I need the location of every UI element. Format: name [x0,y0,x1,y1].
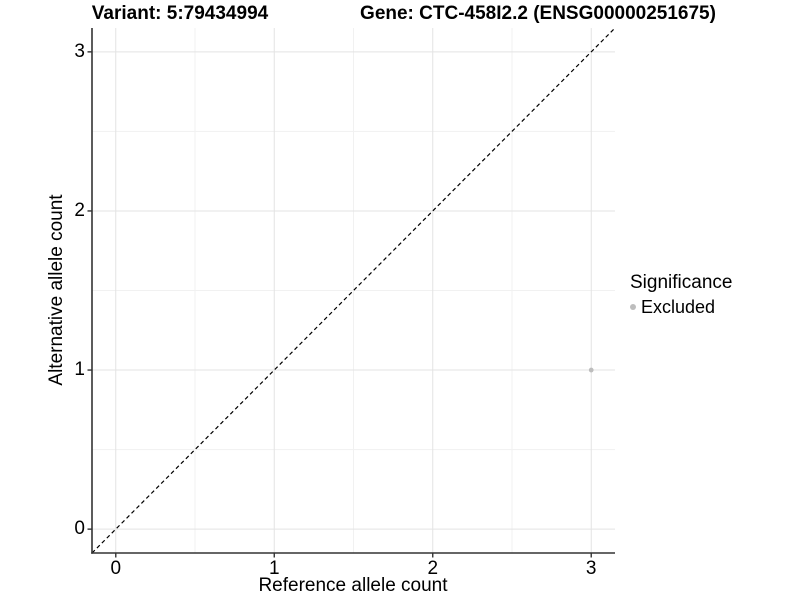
legend-entry-excluded: Excluded [630,296,732,318]
y-axis-title: Alternative allele count [46,194,67,386]
plot-title-gene: Gene: CTC-458I2.2 (ENSG00000251675) [360,3,716,24]
legend: Significance Excluded [630,272,732,318]
plot-title-variant: Variant: 5:79434994 [91,3,269,24]
x-tick-label-2: 2 [427,558,439,579]
legend-title: Significance [630,272,733,293]
legend-entry-label: Excluded [641,297,716,317]
identity-line [91,27,616,554]
legend-key-dot-icon [630,304,636,310]
y-tick-label-3: 3 [74,40,85,62]
x-tick-label-1: 1 [268,558,280,579]
x-axis-title: Reference allele count [258,575,448,596]
x-tick-label-3: 3 [585,558,597,579]
y-tick-label-2: 2 [74,199,85,221]
y-tick-label-1: 1 [74,359,85,381]
x-tick-label-0: 0 [110,558,122,579]
y-tick-label-0: 0 [74,518,85,540]
data-point [588,367,594,373]
legend-entries: Excluded [630,296,732,318]
